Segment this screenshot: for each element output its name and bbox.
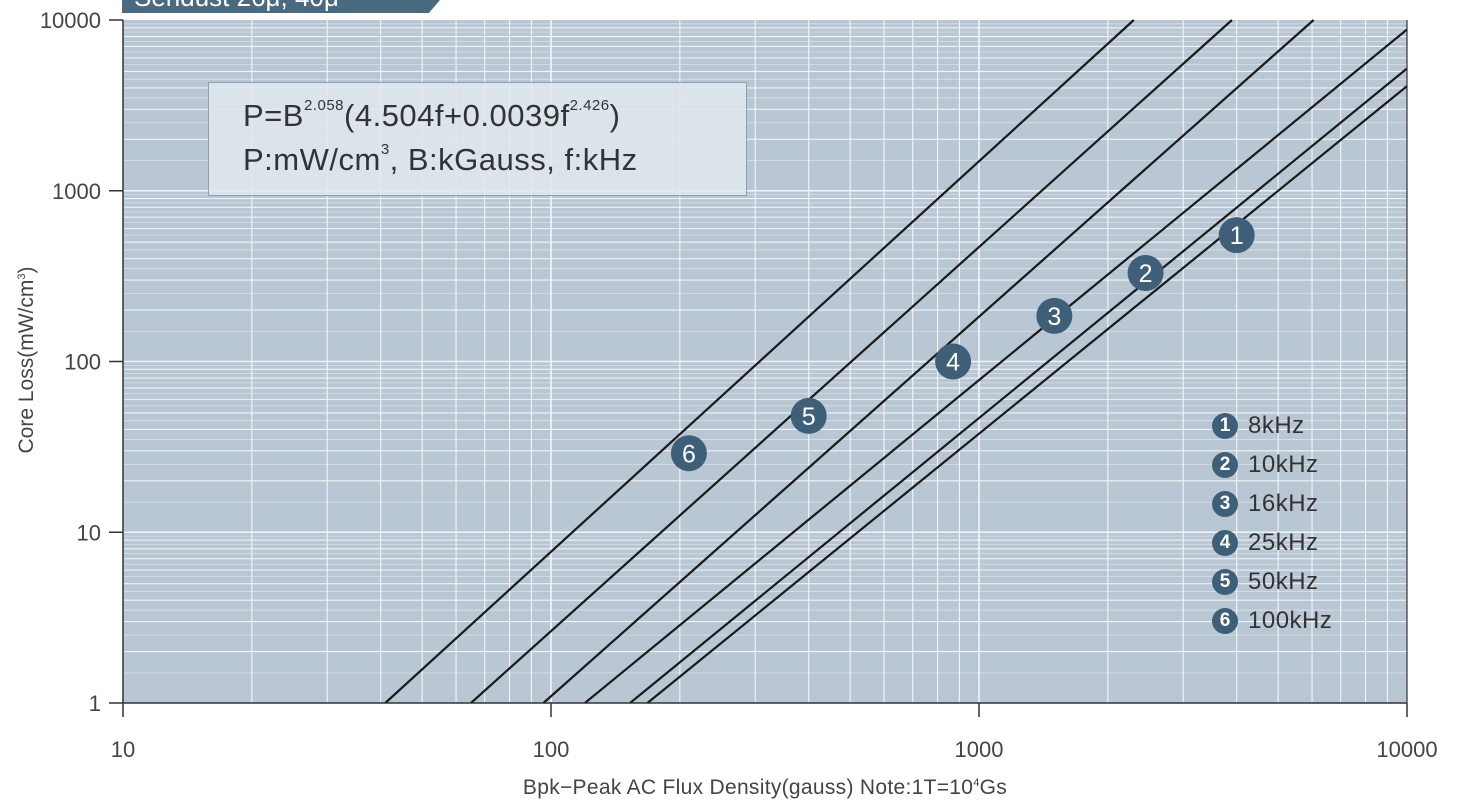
marker-label: 3 [1047, 303, 1061, 331]
y-tick-label: 10000 [40, 8, 101, 33]
legend-badge: 6 [1212, 607, 1238, 634]
x-tick-label: 10000 [1376, 737, 1437, 762]
series-line-50kHz [470, 19, 1233, 704]
series-line-100kHz [384, 19, 1135, 704]
series-marker-2: 2 [1127, 254, 1164, 291]
series-line-8kHz [646, 85, 1408, 704]
legend-badge: 2 [1212, 451, 1238, 478]
series-lines [384, 19, 1408, 704]
legend-item: 5 50kHz [1212, 562, 1332, 601]
series-line-10kHz [629, 67, 1408, 704]
legend-badge: 1 [1212, 412, 1238, 439]
legend-item: 4 25kHz [1212, 523, 1332, 562]
legend-label: 50kHz [1248, 567, 1319, 595]
marker-label: 4 [946, 349, 960, 377]
legend-item: 1 8kHz [1212, 406, 1332, 445]
equation-units: P:mW/cm3, B:kGauss, f:kHz [243, 141, 638, 177]
y-tick-label: 1 [89, 691, 101, 716]
series-line-25kHz [542, 19, 1315, 704]
marker-circle [670, 435, 707, 472]
marker-circle [790, 397, 827, 434]
legend-item: 2 10kHz [1212, 445, 1332, 484]
series-markers: 1 2 3 4 5 6 [670, 217, 1255, 472]
marker-label: 1 [1230, 222, 1244, 250]
series-line-16kHz [584, 28, 1408, 704]
marker-label: 2 [1139, 260, 1153, 288]
series-marker-5: 5 [790, 397, 827, 434]
x-tick-label: 1000 [955, 737, 1004, 762]
y-tick-label: 10 [77, 520, 101, 545]
marker-circle [1127, 254, 1164, 291]
series-marker-6: 6 [670, 435, 707, 472]
legend-badge: 5 [1212, 568, 1238, 595]
legend-label: 16kHz [1248, 489, 1319, 517]
equation-box: P=B2.058(4.504f+0.0039f2.426) P:mW/cm3, … [208, 82, 747, 196]
legend-item: 3 16kHz [1212, 484, 1332, 523]
y-tick-label: 100 [64, 350, 101, 375]
legend: 1 8kHz 2 10kHz 3 16kHz 4 25kHz 5 50kHz 6 100kH… [1212, 406, 1332, 640]
x-tick-label: 10 [111, 737, 135, 762]
legend-badge: 4 [1212, 529, 1238, 556]
legend-label: 8kHz [1248, 411, 1305, 439]
legend-item: 6 100kHz [1212, 601, 1332, 640]
marker-circle [935, 343, 972, 380]
series-marker-3: 3 [1036, 297, 1073, 334]
marker-circle [1036, 297, 1073, 334]
equation-formula: P=B2.058(4.504f+0.0039f2.426) [243, 97, 621, 133]
series-marker-1: 1 [1218, 217, 1255, 254]
chart-title: Sendust 26μ, 40μ [122, 0, 452, 13]
y-axis-label: Core Loss(mW/cm3) [15, 266, 38, 454]
marker-label: 6 [682, 440, 696, 468]
axes: 10 100 1000 10000 1 10 100 1000 10000 [40, 8, 1438, 762]
x-axis-label: Bpk−Peak AC Flux Density(gauss) Note:1T=… [522, 776, 1008, 799]
legend-label: 10kHz [1248, 450, 1319, 478]
marker-circle [1218, 217, 1255, 254]
legend-badge: 3 [1212, 490, 1238, 517]
series-marker-4: 4 [935, 343, 972, 380]
y-tick-label: 1000 [52, 179, 101, 204]
marker-label: 5 [802, 403, 816, 431]
legend-label: 100kHz [1248, 606, 1333, 634]
x-tick-label: 100 [533, 737, 570, 762]
legend-label: 25kHz [1248, 528, 1319, 556]
